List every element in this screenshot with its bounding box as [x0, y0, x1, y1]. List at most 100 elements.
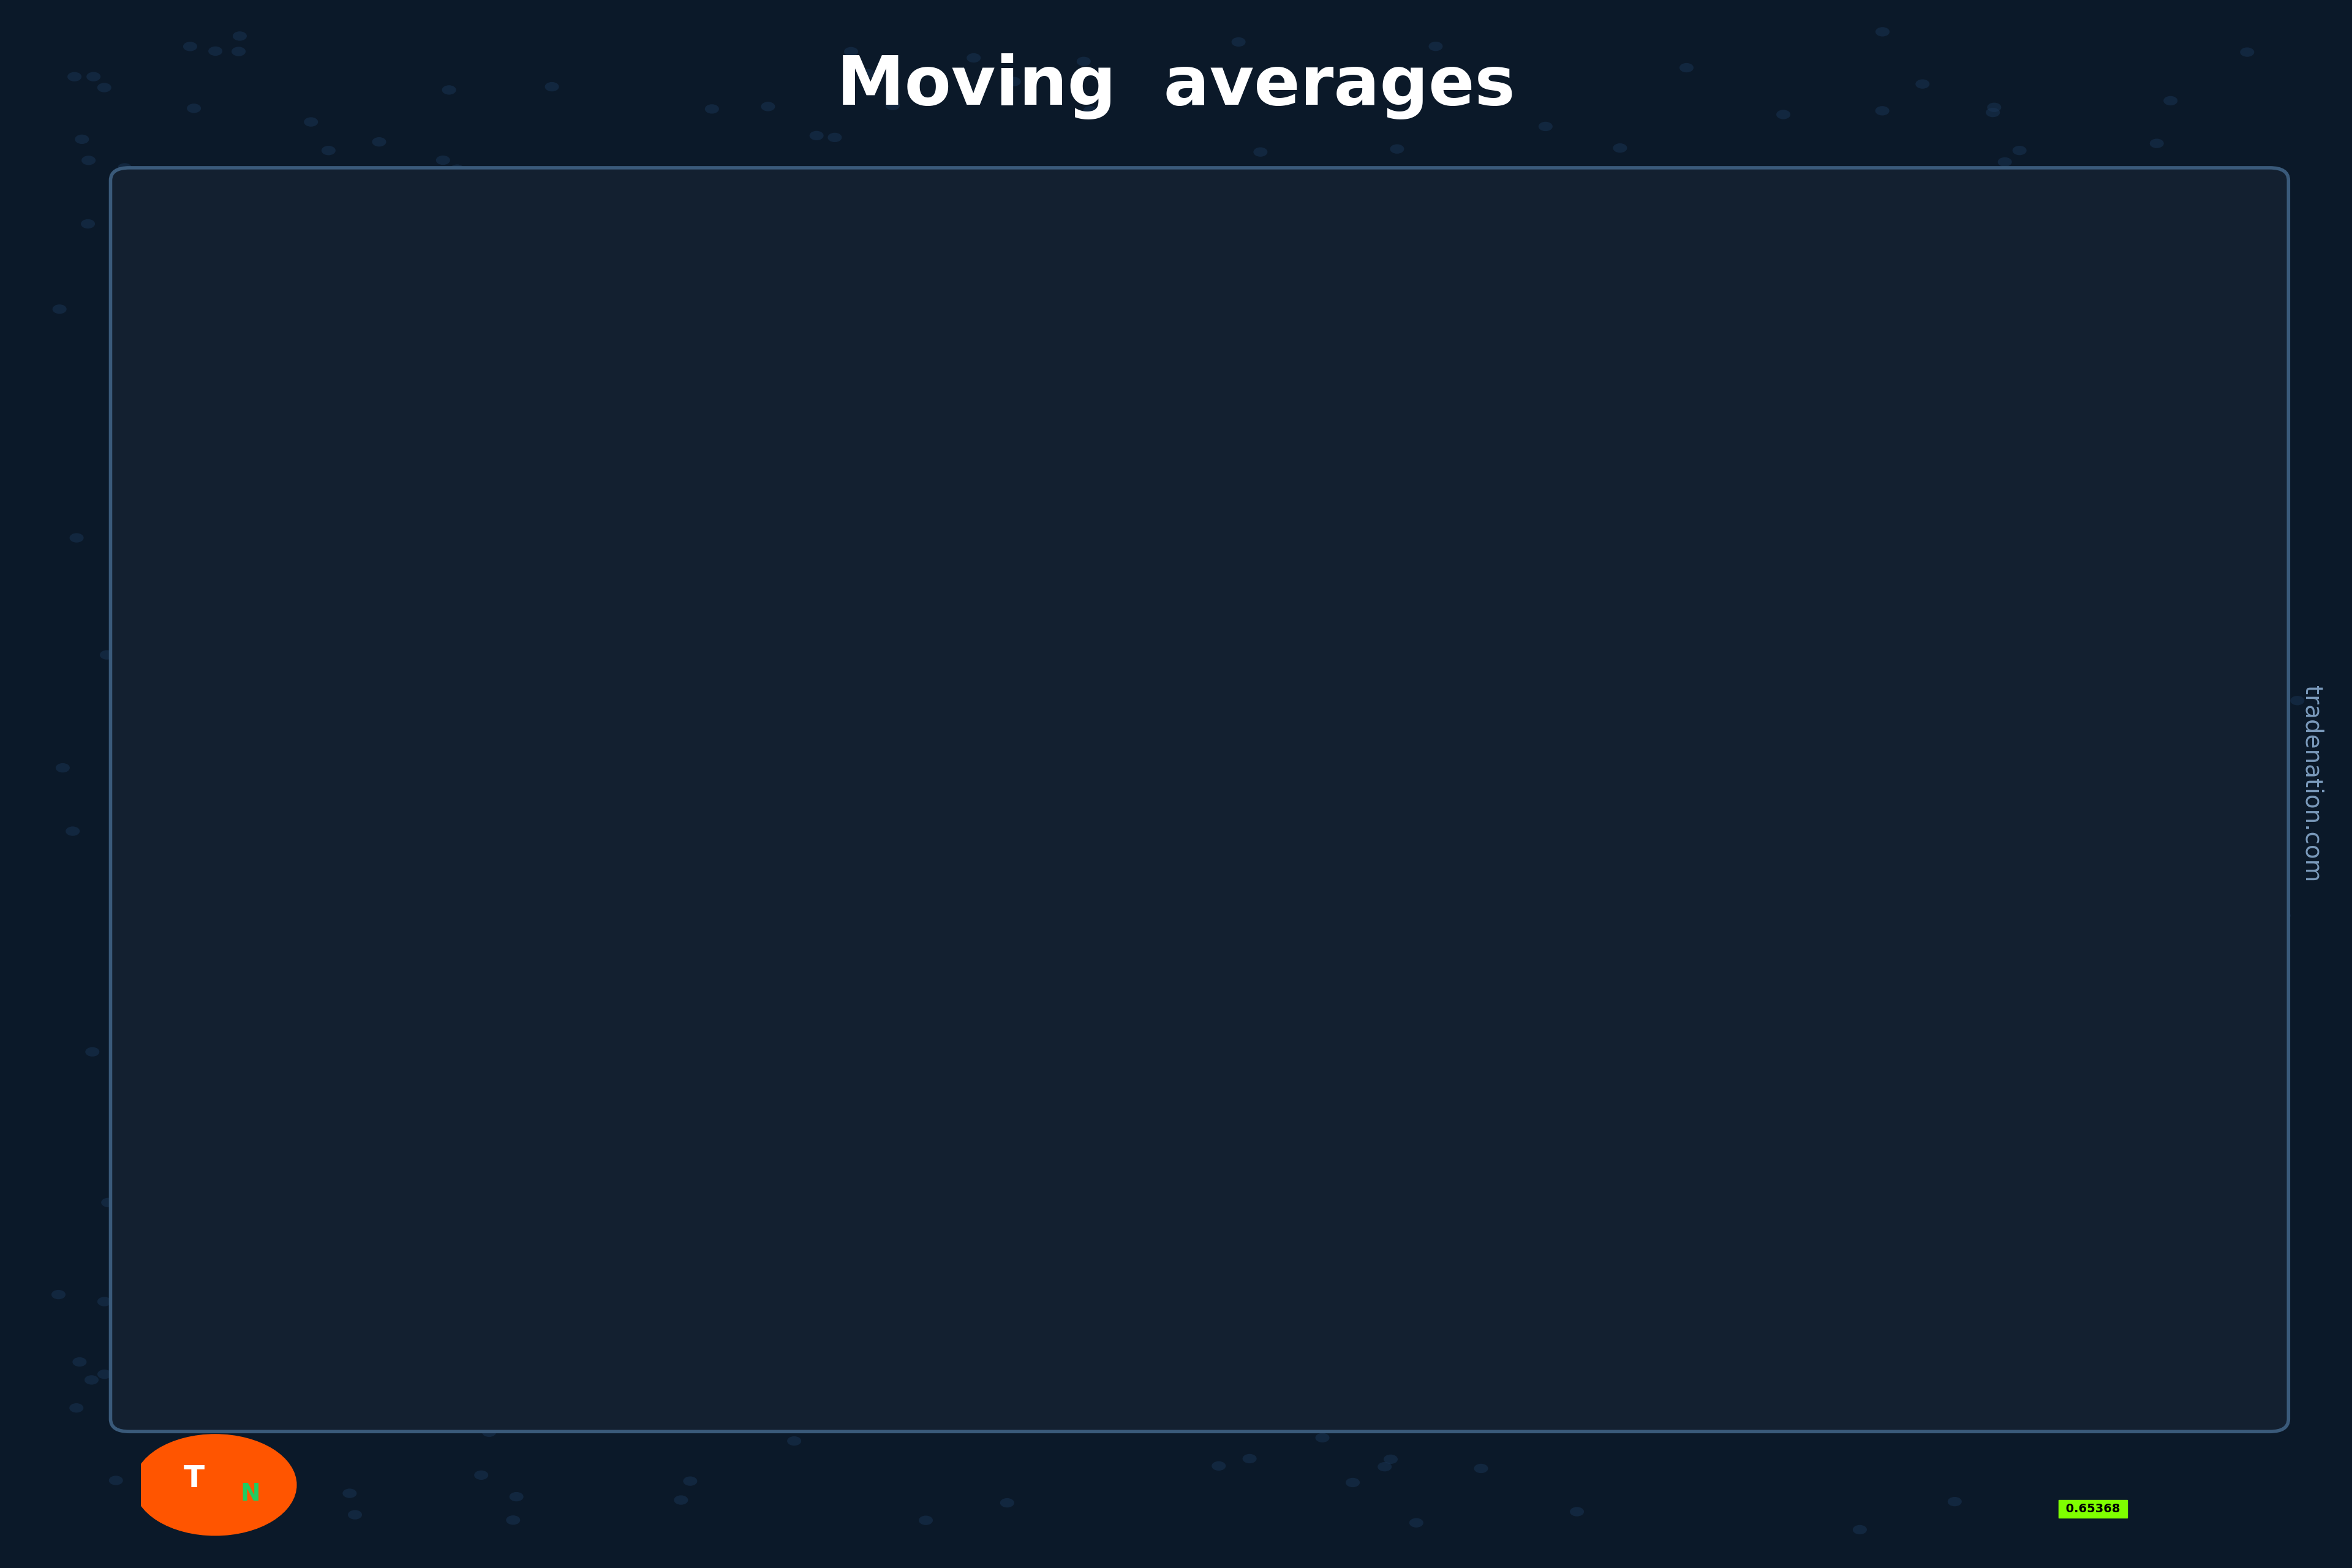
- Bar: [1609, 517, 1625, 557]
- Text: 1 Mo: 1 Mo: [2166, 1348, 2190, 1358]
- Bar: [1691, 638, 1705, 679]
- Text: 15 Min: 15 Min: [1628, 1348, 1661, 1358]
- Bar: [1044, 1396, 1058, 1475]
- Text: Prices shown on charts are MID prices. Historical data is indicative only.: Prices shown on charts are MID prices. H…: [167, 1347, 562, 1358]
- Bar: [397, 848, 412, 881]
- Bar: [612, 1112, 628, 1140]
- Bar: [1152, 1152, 1167, 1173]
- Text: Mid v   1H v   |||   Views v   Studies v   ⚙   🔔: Mid v 1H v ||| Views v Studies v ⚙ 🔔: [1729, 227, 1987, 238]
- Bar: [1959, 597, 1976, 615]
- Bar: [1529, 395, 1543, 423]
- Text: Golden cross (50 moving average crosses
above the 100 moving average): Golden cross (50 moving average crosses …: [1573, 1204, 1877, 1237]
- Bar: [640, 1140, 654, 1181]
- Bar: [1070, 1212, 1084, 1396]
- Bar: [1879, 646, 1893, 679]
- Bar: [181, 679, 195, 702]
- Text: 1 D: 1 D: [1992, 1348, 2009, 1358]
- Bar: [1825, 707, 1839, 748]
- Bar: [854, 1366, 870, 1396]
- Bar: [1851, 679, 1867, 707]
- Bar: [1555, 423, 1571, 464]
- Text: 10 Min: 10 Min: [1541, 1348, 1571, 1358]
- Bar: [369, 808, 386, 848]
- Bar: [1449, 505, 1463, 566]
- Bar: [936, 1463, 950, 1488]
- Bar: [423, 881, 437, 909]
- Bar: [1098, 1140, 1112, 1212]
- Bar: [1016, 1475, 1033, 1516]
- Text: Moving  averages: Moving averages: [837, 53, 1515, 119]
- Bar: [1258, 930, 1275, 989]
- Bar: [235, 735, 249, 768]
- Bar: [694, 1204, 708, 1232]
- Bar: [506, 978, 520, 1010]
- Bar: [1799, 748, 1813, 776]
- Text: 1 Min: 1 Min: [1188, 1348, 1211, 1358]
- Bar: [452, 909, 466, 938]
- Bar: [532, 1010, 546, 1051]
- Bar: [908, 1424, 924, 1463]
- Bar: [1771, 748, 1785, 776]
- Text: T: T: [183, 1463, 205, 1493]
- Text: 30 Min: 30 Min: [1717, 1348, 1748, 1358]
- Bar: [1312, 808, 1329, 869]
- Bar: [1204, 1051, 1221, 1112]
- Text: 1 W: 1 W: [2079, 1348, 2098, 1358]
- Bar: [1987, 615, 2002, 646]
- Bar: [748, 1261, 762, 1286]
- Text: Q  Enter Symbol: Q Enter Symbol: [179, 227, 289, 240]
- Bar: [882, 1396, 896, 1424]
- Bar: [1717, 679, 1731, 720]
- Bar: [557, 1051, 574, 1083]
- Bar: [1663, 597, 1679, 638]
- Bar: [1905, 615, 1922, 646]
- Text: AUD/USD: AUD/USD: [153, 312, 240, 329]
- Bar: [1232, 989, 1247, 1051]
- Bar: [1421, 566, 1435, 626]
- Text: N: N: [240, 1482, 261, 1505]
- Bar: [666, 1181, 682, 1204]
- Text: Chart|IQ: Chart|IQ: [158, 1225, 230, 1240]
- Text: −   +   ⤢   🔍: − + ⤢ 🔍: [1063, 1347, 1124, 1358]
- Circle shape: [134, 1435, 296, 1535]
- Text: tradenation.com: tradenation.com: [2300, 685, 2324, 883]
- Bar: [1475, 452, 1489, 505]
- Text: SPREAD USD: SPREAD USD: [654, 226, 764, 240]
- Bar: [532, 271, 607, 282]
- Bar: [315, 776, 332, 828]
- Text: 0.65368: 0.65368: [153, 383, 223, 398]
- Bar: [1395, 626, 1409, 687]
- Bar: [477, 938, 492, 978]
- Bar: [1287, 869, 1301, 930]
- Text: »: »: [2180, 1345, 2187, 1359]
- Bar: [990, 1504, 1004, 1516]
- Bar: [1933, 597, 1947, 615]
- Text: 5 Min: 5 Min: [1454, 1348, 1479, 1358]
- Text: 2 Min: 2 Min: [1275, 1348, 1301, 1358]
- Bar: [207, 702, 223, 735]
- Bar: [343, 776, 358, 808]
- Bar: [261, 768, 278, 800]
- Bar: [1745, 720, 1759, 748]
- Bar: [802, 1314, 816, 1342]
- Bar: [1124, 1140, 1138, 1173]
- Bar: [2042, 679, 2056, 695]
- Text: 1 Hour: 1 Hour: [1806, 1348, 1837, 1358]
- Bar: [774, 1286, 788, 1314]
- Text: 3 Min: 3 Min: [1364, 1348, 1390, 1358]
- Bar: [1367, 687, 1383, 748]
- Bar: [720, 1232, 736, 1261]
- Bar: [586, 1083, 600, 1112]
- Bar: [2013, 646, 2030, 679]
- Text: 0.65368: 0.65368: [2063, 1504, 2124, 1515]
- Bar: [289, 800, 303, 828]
- Bar: [828, 1342, 842, 1366]
- Bar: [1341, 748, 1355, 808]
- Bar: [1583, 464, 1597, 517]
- Text: 4 Hour: 4 Hour: [1896, 1348, 1926, 1358]
- Bar: [1501, 395, 1517, 452]
- Text: /   +v   ▣v: / +v ▣v: [468, 227, 541, 240]
- Bar: [962, 1488, 978, 1504]
- Bar: [1178, 1112, 1192, 1152]
- Bar: [1637, 557, 1651, 597]
